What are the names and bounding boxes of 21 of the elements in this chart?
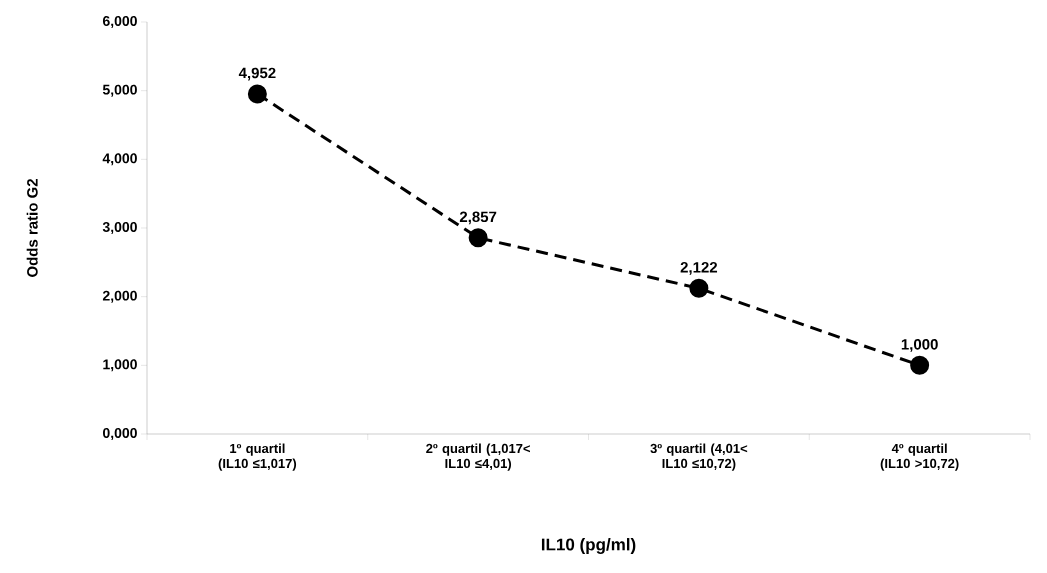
data-label: 4,952 [238, 67, 276, 81]
point [247, 84, 267, 104]
point [468, 228, 488, 248]
x-tick-label: 3º quartil (4,01< IL10 ≤10,72) [650, 443, 748, 471]
point [689, 278, 709, 298]
data-label: 2,857 [459, 211, 497, 225]
data-label: 1,000 [901, 339, 938, 352]
y-tick-label: 3,000 [102, 222, 137, 234]
y-axis-title: Odds ratio G2 [26, 179, 38, 277]
x-tick-label: 4º quartil (IL10 >10,72) [880, 443, 959, 471]
y-tick-label: 1,000 [103, 359, 137, 372]
y-tick-label: 4,000 [102, 153, 137, 166]
x-tick-label: 1º quartil (IL10 ≤1,017) [218, 443, 297, 471]
point [910, 355, 930, 375]
y-tick-label: 6,000 [102, 16, 137, 28]
y-tick-label: 2,000 [102, 290, 137, 303]
y-tick-label: 5,000 [102, 84, 137, 97]
data-label: 2,122 [680, 261, 718, 275]
x-axis-title: IL10 (pg/ml) [541, 538, 636, 554]
y-tick-label: 0,000 [102, 428, 137, 440]
x-tick-label: 2º quartil (1,017< IL10 ≤4,01) [426, 443, 530, 471]
